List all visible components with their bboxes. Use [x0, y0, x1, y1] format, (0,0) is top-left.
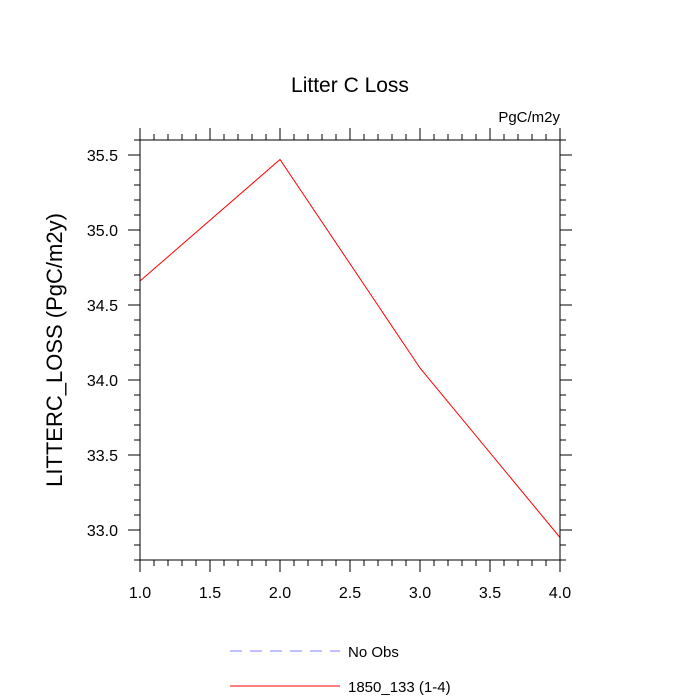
y-tick-label: 34.5 [87, 298, 118, 315]
legend: No Obs 1850_133 (1-4) [230, 644, 451, 696]
x-tick-label: 1.0 [129, 585, 151, 602]
chart-title: Litter C Loss [291, 74, 409, 97]
y-tick-label: 33.5 [87, 448, 118, 465]
x-tick-label: 3.0 [409, 585, 431, 602]
x-tick-label: 1.5 [199, 585, 221, 602]
y-axis-label: LITTERC_LOSS (PgC/m2y) [42, 213, 67, 487]
x-tick-label: 2.5 [339, 585, 361, 602]
x-tick-label: 4.0 [549, 585, 571, 602]
x-tick-label: 3.5 [479, 585, 501, 602]
y-tick-label: 35.5 [87, 148, 118, 165]
plot-frame [139, 139, 561, 561]
axis-ticks [128, 128, 572, 572]
y-tick-label: 34.0 [87, 373, 118, 390]
units-label: PgC/m2y [498, 109, 560, 126]
tick-labels: 1.0 1.5 2.0 2.5 3.0 3.5 4.0 33.0 33.5 34.0 34.5 35.… [87, 148, 571, 602]
y-tick-label: 35.0 [87, 223, 118, 240]
y-tick-label: 33.0 [87, 523, 118, 540]
legend-label: 1850_133 (1-4) [348, 679, 451, 696]
legend-label: No Obs [348, 644, 399, 661]
x-tick-label: 2.0 [269, 585, 291, 602]
series-layer [139, 158, 561, 538]
series-line [139, 158, 561, 538]
